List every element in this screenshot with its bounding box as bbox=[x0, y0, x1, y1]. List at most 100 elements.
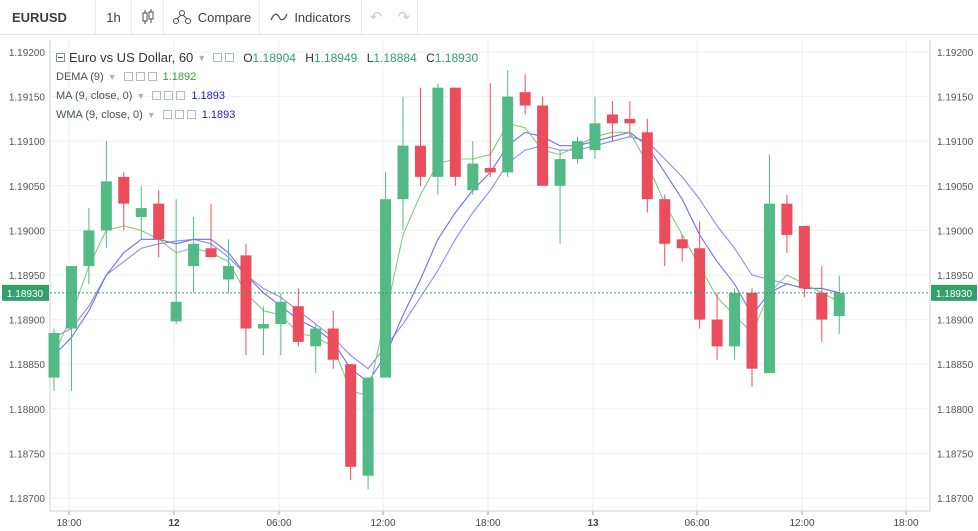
x-tick-label: 18:00 bbox=[56, 518, 81, 529]
indicator-legend-wma: WMA (9, close, 0) ▼ 1.1893 bbox=[56, 105, 478, 124]
candle-body bbox=[327, 328, 339, 360]
candle-body bbox=[292, 306, 304, 342]
indicator-value: 1.1893 bbox=[201, 108, 236, 121]
y-tick-label-right: 1.18900 bbox=[937, 316, 974, 327]
toolbar: EURUSD 1h Compare Indicators ↶ ↷ bbox=[0, 0, 978, 35]
candle-body bbox=[65, 266, 77, 329]
y-tick-label-left: 1.18800 bbox=[9, 405, 46, 416]
candle-body bbox=[380, 199, 392, 378]
indicator-name: MA (9, close, 0) bbox=[56, 89, 133, 102]
indicators-button[interactable]: Indicators bbox=[260, 0, 362, 34]
candle-body bbox=[781, 203, 793, 235]
candle-body bbox=[205, 248, 217, 258]
candles-icon bbox=[142, 9, 153, 24]
indicator-menu-icon[interactable]: ▼ bbox=[136, 90, 146, 101]
candle-body bbox=[537, 105, 549, 186]
main-series-legend: Euro vs US Dollar, 60 ▼ O1.18904 H1.1894… bbox=[56, 48, 478, 67]
y-tick-label-right: 1.18700 bbox=[937, 494, 974, 505]
candle-body bbox=[257, 324, 269, 329]
x-tick-label: 18:00 bbox=[893, 518, 918, 529]
low-value: 1.18884 bbox=[373, 50, 417, 65]
candle-body bbox=[467, 163, 479, 191]
candle-body bbox=[432, 87, 444, 177]
candle-body bbox=[641, 132, 653, 200]
candle-body bbox=[554, 159, 566, 186]
candle-body bbox=[763, 203, 775, 374]
close-icon[interactable] bbox=[186, 110, 196, 119]
y-tick-label-left: 1.18850 bbox=[9, 360, 46, 371]
close-icon[interactable] bbox=[176, 91, 186, 100]
y-tick-label-left: 1.18900 bbox=[9, 316, 46, 327]
compare-icon bbox=[172, 10, 191, 24]
candle-body bbox=[223, 266, 234, 280]
visibility-icon[interactable] bbox=[152, 91, 162, 100]
indicators-icon bbox=[270, 13, 288, 21]
candle-body bbox=[188, 243, 200, 267]
candle-body bbox=[589, 123, 601, 151]
candle-body bbox=[572, 141, 583, 160]
indicator-value: 1.1893 bbox=[191, 89, 225, 102]
price-chart[interactable]: 1.19200 1.19200 1.19150 1.19150 1.19100 1.191… bbox=[0, 35, 978, 531]
candle-body bbox=[310, 328, 322, 347]
x-tick-label: 12:00 bbox=[370, 518, 395, 529]
y-tick-label-right: 1.19050 bbox=[937, 182, 974, 193]
redo-button[interactable]: ↷ bbox=[390, 0, 418, 34]
settings-icon[interactable] bbox=[164, 91, 174, 100]
last-price-label-left: 1.18930 bbox=[7, 289, 44, 300]
y-tick-label-left: 1.19000 bbox=[9, 226, 46, 237]
x-tick-label: 12 bbox=[168, 518, 180, 529]
close-icon[interactable] bbox=[147, 72, 157, 81]
y-tick-label-left: 1.19200 bbox=[9, 48, 46, 59]
close-label: C bbox=[426, 50, 435, 65]
settings-icon[interactable] bbox=[174, 110, 184, 119]
ohlc-values: O1.18904 H1.18949 L1.18884 C1.18930 bbox=[237, 51, 478, 65]
settings-icon[interactable] bbox=[225, 53, 235, 62]
x-tick-label: 18:00 bbox=[475, 518, 500, 529]
y-tick-label-right: 1.18950 bbox=[937, 271, 974, 282]
indicator-name: DEMA (9) bbox=[56, 70, 104, 83]
close-value: 1.18930 bbox=[434, 50, 479, 65]
wma-line bbox=[53, 131, 840, 383]
x-tick-label: 12:00 bbox=[789, 518, 814, 529]
candle-body bbox=[729, 292, 741, 347]
y-tick-label-left: 1.18750 bbox=[9, 449, 46, 460]
candle-body bbox=[816, 292, 828, 320]
candle-body bbox=[48, 332, 60, 378]
y-tick-label-right: 1.19150 bbox=[937, 93, 974, 104]
redo-icon: ↷ bbox=[397, 9, 410, 26]
visibility-icon[interactable] bbox=[213, 53, 223, 62]
y-tick-label-right: 1.19100 bbox=[937, 137, 974, 148]
settings-icon[interactable] bbox=[135, 72, 145, 81]
visibility-icon[interactable] bbox=[123, 72, 133, 81]
candle-body bbox=[83, 230, 95, 267]
symbol-search-button[interactable]: EURUSD bbox=[0, 0, 96, 34]
compare-button[interactable]: Compare bbox=[164, 0, 260, 34]
undo-icon: ↶ bbox=[369, 9, 383, 26]
indicator-menu-icon[interactable]: ▼ bbox=[146, 109, 156, 120]
y-tick-label-right: 1.18750 bbox=[937, 449, 974, 460]
x-tick-label: 13 bbox=[587, 518, 599, 529]
candle-body bbox=[676, 239, 688, 249]
candle-body bbox=[100, 181, 112, 231]
last-price-label-right: 1.18930 bbox=[936, 289, 973, 300]
open-value: 1.18904 bbox=[252, 50, 296, 65]
undo-button[interactable]: ↶ bbox=[362, 0, 390, 34]
visibility-icon[interactable] bbox=[162, 110, 172, 119]
last-price-badge-left bbox=[2, 284, 49, 301]
candle-body bbox=[519, 92, 531, 106]
y-tick-label-left: 1.19150 bbox=[9, 93, 46, 104]
chart-type-button[interactable] bbox=[132, 0, 164, 34]
candle-body bbox=[345, 364, 357, 467]
y-tick-label-right: 1.19000 bbox=[937, 226, 974, 237]
ma-line bbox=[53, 136, 840, 370]
series-menu-icon[interactable]: ▼ bbox=[197, 52, 207, 63]
candle-body bbox=[694, 248, 706, 320]
collapse-legend-icon[interactable] bbox=[56, 53, 65, 62]
y-tick-label-left: 1.19050 bbox=[9, 182, 46, 193]
indicator-menu-icon[interactable]: ▼ bbox=[107, 71, 117, 82]
indicator-name: WMA (9, close, 0) bbox=[56, 108, 143, 121]
candle-body bbox=[833, 292, 845, 317]
indicator-legend-ma: MA (9, close, 0) ▼ 1.1893 bbox=[56, 86, 478, 105]
dema-line bbox=[53, 122, 840, 397]
interval-button[interactable]: 1h bbox=[96, 0, 132, 34]
